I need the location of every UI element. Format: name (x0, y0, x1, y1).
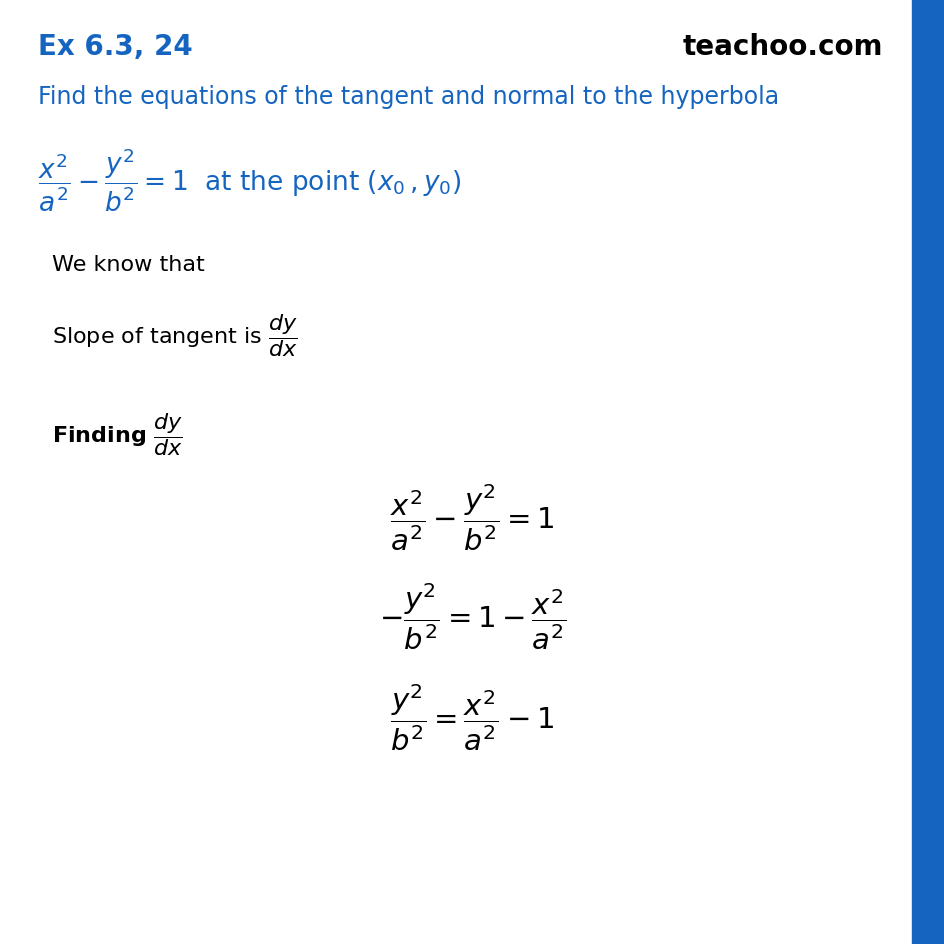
Text: Ex 6.3, 24: Ex 6.3, 24 (38, 33, 193, 61)
Bar (911, 0, 944, 944)
Text: teachoo.com: teachoo.com (683, 33, 883, 61)
Text: We know that: We know that (52, 255, 205, 275)
Text: $\dfrac{x^2}{a^2} - \dfrac{y^2}{b^2} = 1$  at the point $(x_0\,, y_0)$: $\dfrac{x^2}{a^2} - \dfrac{y^2}{b^2} = 1… (38, 146, 461, 213)
Text: $\mathbf{Finding}\ \dfrac{dy}{dx}$: $\mathbf{Finding}\ \dfrac{dy}{dx}$ (52, 411, 182, 458)
Text: $\dfrac{y^2}{b^2} = \dfrac{x^2}{a^2} - 1$: $\dfrac{y^2}{b^2} = \dfrac{x^2}{a^2} - 1… (390, 682, 554, 752)
Text: Slope of tangent is $\dfrac{dy}{dx}$: Slope of tangent is $\dfrac{dy}{dx}$ (52, 312, 297, 359)
Text: Find the equations of the tangent and normal to the hyperbola: Find the equations of the tangent and no… (38, 85, 778, 109)
Text: $\dfrac{x^2}{a^2} - \dfrac{y^2}{b^2} = 1$: $\dfrac{x^2}{a^2} - \dfrac{y^2}{b^2} = 1… (390, 481, 554, 552)
Text: $-\dfrac{y^2}{b^2} = 1 - \dfrac{x^2}{a^2}$: $-\dfrac{y^2}{b^2} = 1 - \dfrac{x^2}{a^2… (379, 581, 565, 651)
